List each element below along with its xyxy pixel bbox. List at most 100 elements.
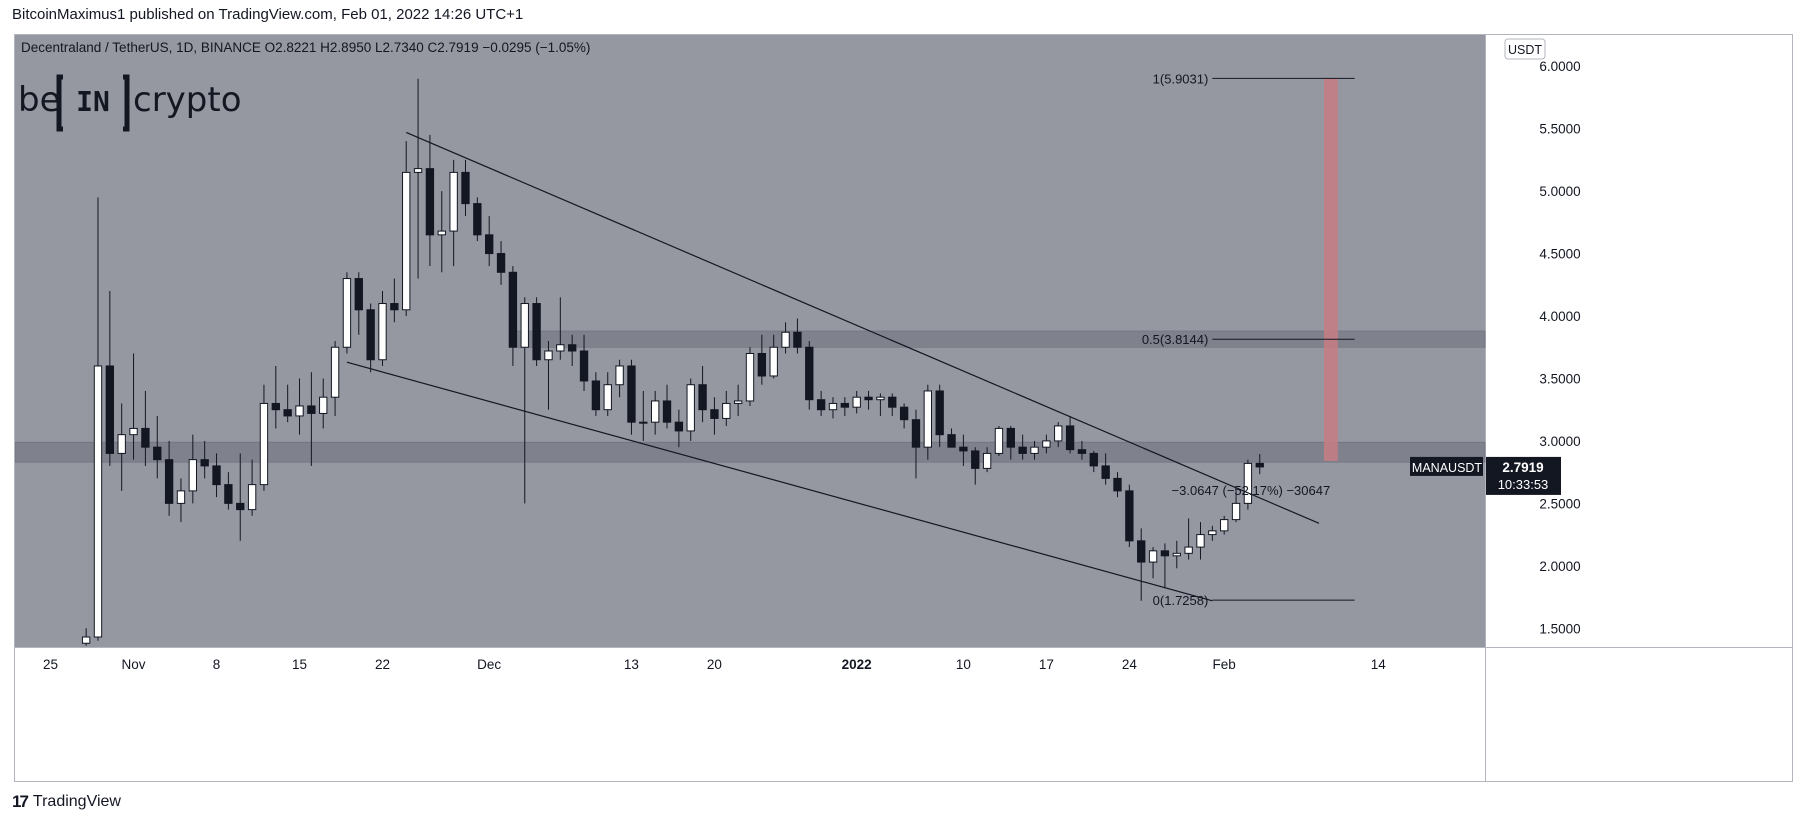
candle[interactable] xyxy=(1196,534,1205,548)
candle[interactable] xyxy=(283,409,292,417)
candle[interactable] xyxy=(508,271,518,348)
candle[interactable] xyxy=(1184,546,1193,554)
candle[interactable] xyxy=(556,344,565,352)
candle[interactable] xyxy=(496,253,506,273)
upper-trendline[interactable] xyxy=(405,131,1320,524)
candle[interactable] xyxy=(603,384,612,411)
candle[interactable] xyxy=(81,636,91,644)
candle[interactable] xyxy=(1054,425,1063,442)
candle[interactable] xyxy=(307,405,316,414)
candle[interactable] xyxy=(295,405,304,417)
candle[interactable] xyxy=(769,346,778,377)
candle[interactable] xyxy=(544,350,553,361)
candle[interactable] xyxy=(105,365,115,454)
candle[interactable] xyxy=(935,390,944,436)
candle[interactable] xyxy=(1231,502,1241,521)
candle[interactable] xyxy=(1137,540,1146,563)
candle[interactable] xyxy=(639,421,648,424)
candle[interactable] xyxy=(686,384,695,432)
candle[interactable] xyxy=(982,452,992,469)
candle[interactable] xyxy=(259,402,269,486)
candle[interactable] xyxy=(579,350,589,382)
candle[interactable] xyxy=(176,490,186,504)
candle[interactable] xyxy=(93,365,103,638)
candle[interactable] xyxy=(129,427,138,436)
candle[interactable] xyxy=(449,171,458,232)
candle[interactable] xyxy=(390,303,399,311)
candle[interactable] xyxy=(402,171,411,311)
candle[interactable] xyxy=(319,396,328,414)
tradingview-logo-icon[interactable]: 17 xyxy=(12,792,29,811)
candle[interactable] xyxy=(378,303,387,361)
candle[interactable] xyxy=(793,331,802,348)
candle[interactable] xyxy=(1065,425,1075,451)
candle[interactable] xyxy=(591,380,601,411)
candle[interactable] xyxy=(733,400,743,404)
candle[interactable] xyxy=(141,427,150,448)
candle[interactable] xyxy=(437,230,446,236)
candle[interactable] xyxy=(876,396,885,401)
candle[interactable] xyxy=(1101,465,1110,479)
candle[interactable] xyxy=(354,278,363,311)
candle[interactable] xyxy=(1208,530,1217,536)
candle[interactable] xyxy=(1006,427,1015,448)
candle[interactable] xyxy=(330,346,340,398)
candle[interactable] xyxy=(828,402,838,411)
candle[interactable] xyxy=(1255,462,1264,468)
candle[interactable] xyxy=(1042,440,1051,448)
candle[interactable] xyxy=(1030,446,1039,454)
candle[interactable] xyxy=(1148,550,1158,563)
candle[interactable] xyxy=(1172,552,1181,557)
candle[interactable] xyxy=(650,400,660,423)
symbol-info[interactable]: Decentraland / TetherUS, 1D, BINANCE O2.… xyxy=(21,40,590,55)
candle[interactable] xyxy=(485,234,494,255)
candle[interactable] xyxy=(425,168,435,236)
candle[interactable] xyxy=(805,346,814,401)
candle[interactable] xyxy=(840,402,850,408)
candle[interactable] xyxy=(722,402,731,419)
candle[interactable] xyxy=(473,203,482,236)
candle[interactable] xyxy=(899,406,909,421)
candle[interactable] xyxy=(1018,446,1027,454)
candle[interactable] xyxy=(568,344,577,352)
candle[interactable] xyxy=(627,365,636,423)
candle[interactable] xyxy=(520,303,529,348)
candle[interactable] xyxy=(461,171,470,205)
candle[interactable] xyxy=(212,465,221,486)
candle[interactable] xyxy=(757,352,767,377)
candle[interactable] xyxy=(816,399,826,411)
candle[interactable] xyxy=(852,396,861,408)
candle[interactable] xyxy=(200,459,209,467)
candle[interactable] xyxy=(236,502,245,511)
candle[interactable] xyxy=(971,450,980,469)
candle[interactable] xyxy=(1125,490,1134,542)
candle[interactable] xyxy=(1243,462,1253,504)
footer-brand[interactable]: TradingView xyxy=(32,793,121,810)
lower-trendline[interactable] xyxy=(346,361,1213,602)
candle[interactable] xyxy=(698,384,707,411)
candle[interactable] xyxy=(781,331,790,348)
candle[interactable] xyxy=(342,278,352,348)
price-chart[interactable]: 1(5.9031) 0.5(3.8144) 0(1.7258) −3.0647 (−5… xyxy=(15,35,1792,781)
candle[interactable] xyxy=(911,419,921,448)
candle[interactable] xyxy=(710,409,719,419)
candle[interactable] xyxy=(1160,550,1170,557)
candle[interactable] xyxy=(164,459,174,504)
candle[interactable] xyxy=(224,484,233,504)
candle[interactable] xyxy=(153,446,162,461)
candle[interactable] xyxy=(662,400,672,423)
candle[interactable] xyxy=(864,396,873,401)
candle[interactable] xyxy=(1220,519,1229,532)
candle[interactable] xyxy=(947,434,956,448)
candle[interactable] xyxy=(532,303,541,361)
candle[interactable] xyxy=(674,421,684,432)
candle[interactable] xyxy=(1113,477,1122,492)
candle[interactable] xyxy=(615,365,624,386)
measure-bar[interactable] xyxy=(1323,78,1338,461)
candle[interactable] xyxy=(888,396,897,408)
candle[interactable] xyxy=(1089,452,1098,467)
currency-badge[interactable] xyxy=(1504,38,1546,60)
candle[interactable] xyxy=(247,484,257,511)
candle[interactable] xyxy=(994,427,1004,454)
candle[interactable] xyxy=(271,402,280,411)
